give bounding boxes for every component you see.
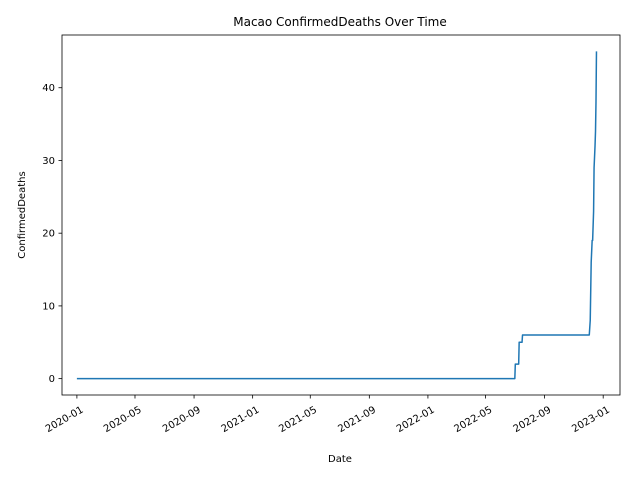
chart-title: Macao ConfirmedDeaths Over Time <box>233 15 447 29</box>
x-tick-label: 2020-09 <box>161 405 203 435</box>
x-tick-label: 2020-05 <box>102 405 144 435</box>
x-tick-label: 2022-05 <box>453 405 495 435</box>
x-tick-label: 2021-05 <box>277 405 319 435</box>
x-tick-label: 2021-01 <box>220 405 262 435</box>
x-axis-label: Date <box>328 454 352 465</box>
plot-area <box>61 34 621 396</box>
x-tick-label: 2022-09 <box>512 405 554 435</box>
series-line-0 <box>76 51 598 380</box>
y-tick-label: 30 <box>42 156 55 167</box>
y-axis-label: ConfirmedDeaths <box>17 171 28 258</box>
plot-frame <box>61 34 621 396</box>
y-tick-label: 0 <box>49 374 55 385</box>
y-tick-label: 10 <box>42 301 55 312</box>
y-tick-label: 20 <box>42 229 55 240</box>
y-tick-label: 40 <box>42 83 55 94</box>
x-axis: 2020-01 2020-05 2020-09 2021-01 2021-05 2021-… <box>44 395 612 435</box>
x-tick-label: 2021-09 <box>336 405 378 435</box>
y-axis: 0 10 20 30 40 <box>42 83 62 385</box>
x-tick-label: 2020-01 <box>44 405 86 435</box>
x-tick-label: 2022-01 <box>395 405 437 435</box>
x-tick-label: 2023-01 <box>570 405 612 435</box>
